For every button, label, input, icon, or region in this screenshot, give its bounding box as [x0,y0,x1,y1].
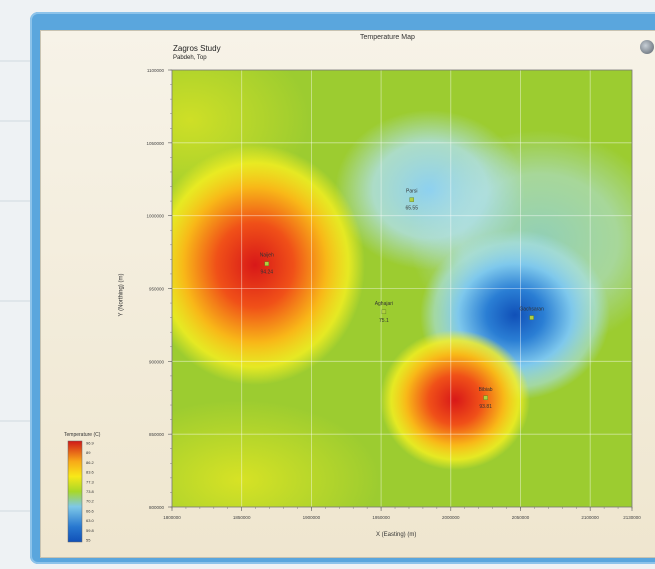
y-tick-label: 950000 [149,287,165,292]
globe-icon[interactable] [640,40,654,54]
well-markers: Naijeh 94.24 Parsi 65.55 Aghajari 75.1 Gachsar… [260,189,544,410]
well-value-label: 75.1 [379,318,389,324]
y-axis-label: Y (Northing) (m) [118,273,125,317]
well-marker [381,309,387,315]
y-tick-label: 1000000 [146,214,164,219]
well-marker [264,261,269,266]
legend-title: Temperature (C) [64,432,101,438]
well-marker [529,315,534,320]
well-name-label: Gachsaran [519,307,544,313]
axis-ticks: 1800000 1850000 1900000 1950000 2000000 20500… [146,68,641,520]
y-tick-label: 800000 [149,505,165,510]
legend-label: 77.3 [86,479,95,484]
x-tick-label: 1950000 [372,515,390,520]
heatmap-field [172,70,632,507]
well-name-label: Parsi [406,189,417,195]
x-tick-label: 2000000 [442,515,460,520]
legend-label: 63.0 [86,518,95,523]
well-value-label: 94.24 [261,270,274,276]
x-tick-label: 2050000 [512,515,530,520]
legend-label: 73.8 [86,489,95,494]
y-tick-label: 1100000 [147,68,165,73]
legend: 96.9 89 86.2 83.6 77.3 73.8 70.2 66.6 63.0 59.8 55 [67,440,95,543]
x-tick-label: 2130000 [623,515,641,520]
legend-label: 59.8 [86,528,95,533]
well-parsi: Parsi 65.55 [405,189,418,212]
well-naijeh: Naijeh 94.24 [260,253,274,276]
horizon-name: Pabdeh, Top [173,55,207,61]
x-axis-label: X (Easting) (m) [376,532,417,538]
legend-colorbar [67,440,83,543]
well-bibiab: Bibiab 93.81 [479,387,493,410]
well-name-label: Aghajari [375,301,393,307]
study-name: Zagros Study [173,44,221,53]
y-tick-label: 1050000 [146,141,164,146]
well-value-label: 65.55 [405,206,418,212]
well-aghajari: Aghajari 75.1 [375,301,393,324]
x-tick-label: 1850000 [233,515,251,520]
well-marker [409,197,414,202]
y-tick-label: 900000 [149,359,165,364]
legend-label: 70.2 [86,499,95,504]
chart-title: Temperature Map [360,34,415,41]
legend-label: 66.6 [86,508,95,513]
grid-lines [172,70,632,507]
well-name-label: Bibiab [479,387,493,393]
legend-label: 86.2 [86,460,95,465]
legend-label: 83.6 [86,470,95,475]
legend-label: 89 [86,450,91,455]
legend-label: 55 [86,538,91,543]
well-marker [483,395,488,400]
x-tick-label: 1800000 [163,515,181,520]
x-tick-label: 2100000 [581,515,599,520]
legend-label: 96.9 [86,441,95,446]
well-value-label: 93.81 [479,404,492,410]
y-tick-label: 850000 [149,432,165,437]
well-gachsaran: Gachsaran [519,307,544,320]
well-name-label: Naijeh [260,253,274,259]
x-tick-label: 1900000 [303,515,321,520]
